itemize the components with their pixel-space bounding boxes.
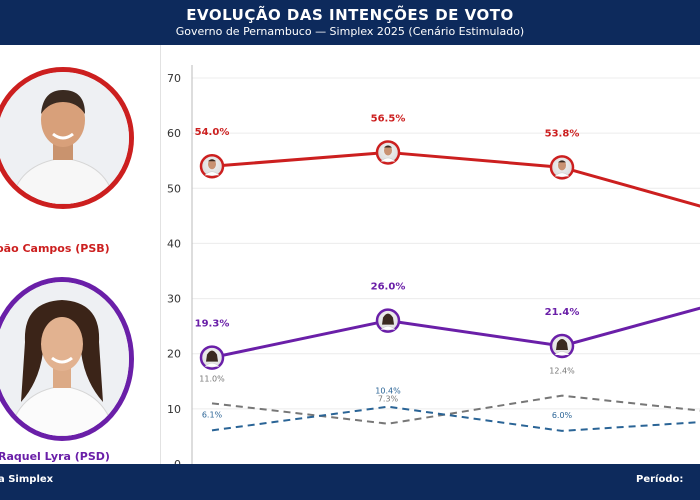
photo-marker bbox=[549, 333, 575, 359]
photo-marker bbox=[375, 308, 401, 333]
series-line-2 bbox=[211, 394, 700, 425]
y-tick-label: 10 bbox=[167, 403, 181, 416]
data-label: 53.8% bbox=[545, 128, 580, 139]
data-label: 54.0% bbox=[195, 127, 230, 138]
y-tick-label: 60 bbox=[167, 127, 181, 140]
y-tick-label: 50 bbox=[167, 182, 181, 195]
chart-header: EVOLUÇÃO DAS INTENÇÕES DE VOTO Governo d… bbox=[0, 0, 700, 45]
raquel-lyra-name: Raquel Lyra (PSD) bbox=[0, 450, 110, 463]
y-tick-label: 0 bbox=[174, 458, 181, 464]
chart-footer: a Simplex Período: bbox=[0, 464, 700, 500]
joao-campos-photo bbox=[0, 67, 134, 209]
joao-campos-name: João Campos (PSB) bbox=[0, 242, 110, 255]
y-tick-label: 40 bbox=[167, 237, 181, 250]
person-silhouette-icon bbox=[0, 282, 129, 436]
chart-title: EVOLUÇÃO DAS INTENÇÕES DE VOTO bbox=[186, 6, 514, 24]
photo-marker bbox=[549, 155, 575, 180]
data-label: 11.0% bbox=[199, 374, 225, 383]
line-chart: 0 10 20 30 40 50 60 70 11.0% 7.3% 12.4% 6.1% 10.4% 6… bbox=[167, 65, 700, 464]
y-tick-label: 30 bbox=[167, 293, 181, 306]
data-label: 21.4% bbox=[545, 307, 580, 318]
raquel-lyra-photo bbox=[0, 277, 134, 441]
photo-marker bbox=[199, 153, 225, 179]
data-label: 6.0% bbox=[552, 411, 573, 420]
photo-marker bbox=[375, 140, 401, 165]
data-label: 56.5% bbox=[371, 113, 406, 124]
y-tick-label: 70 bbox=[167, 72, 181, 85]
data-label: 7.3% bbox=[378, 395, 399, 404]
footer-source: a Simplex bbox=[0, 474, 54, 485]
data-label: 6.1% bbox=[202, 410, 223, 419]
series-line-1 bbox=[211, 306, 700, 360]
data-label: 19.3% bbox=[195, 319, 230, 330]
photo-marker bbox=[199, 345, 225, 370]
person-silhouette-icon bbox=[0, 72, 129, 204]
chart-subtitle: Governo de Pernambuco — Simplex 2025 (Ce… bbox=[175, 25, 525, 38]
y-tick-label: 20 bbox=[167, 348, 181, 361]
footer-period: Período: bbox=[636, 474, 684, 485]
series-line-0 bbox=[211, 150, 700, 208]
data-label: 12.4% bbox=[549, 367, 575, 376]
candidates-panel: João Campos (PSB) Raquel Lyra (PSD) bbox=[0, 45, 161, 464]
data-label: 26.0% bbox=[371, 282, 406, 293]
series-line-3 bbox=[211, 405, 700, 432]
data-label: 10.4% bbox=[375, 387, 401, 396]
